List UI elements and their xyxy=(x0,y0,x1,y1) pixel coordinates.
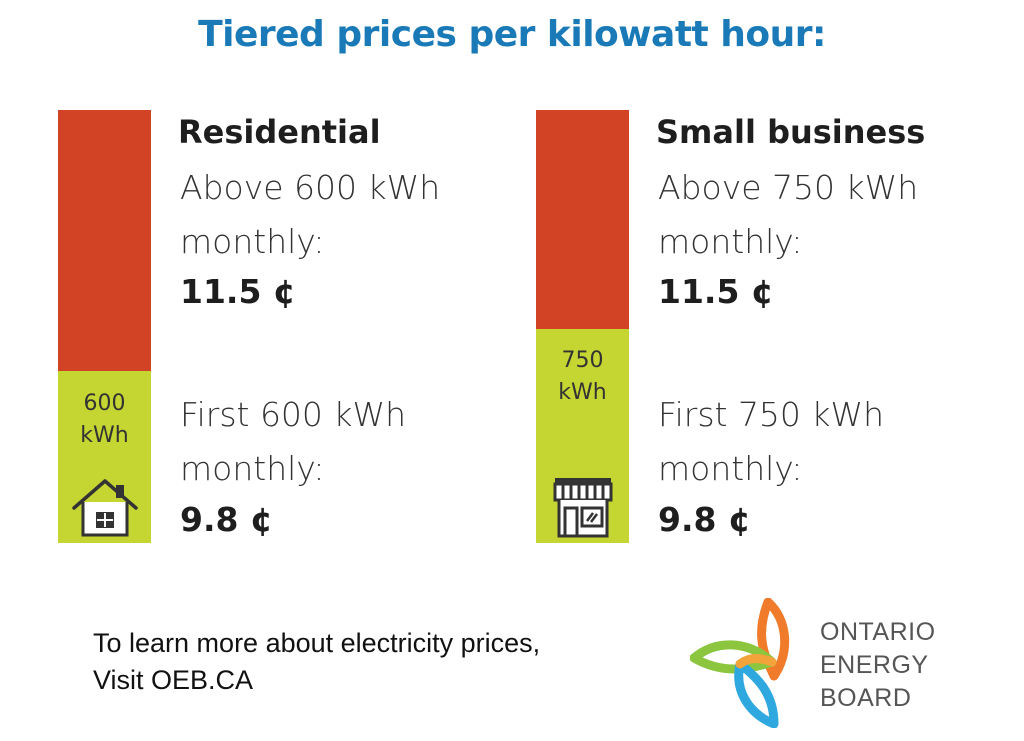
small-business-upper-description: Above 750 kWh monthly: xyxy=(658,161,918,269)
footer-text: To learn more about electricity prices, … xyxy=(93,625,540,699)
residential-upper-description: Above 600 kWh monthly: xyxy=(180,161,440,269)
logo-line2: ENERGY xyxy=(820,651,929,679)
residential-lower-description: First 600 kWh monthly: xyxy=(180,388,406,496)
logo-line1: ONTARIO xyxy=(820,618,936,646)
oeb-logo-text: ONTARIO ENERGY BOARD xyxy=(820,616,936,715)
residential-tier-bar: 600 kWh xyxy=(58,110,151,543)
house-icon xyxy=(72,479,138,537)
logo-line3: BOARD xyxy=(820,684,912,712)
storefront-icon xyxy=(553,478,613,538)
footer-link-oeb[interactable]: Visit OEB.CA xyxy=(93,665,254,695)
residential-upper-price: 11.5 ¢ xyxy=(180,272,296,311)
residential-upper-line2: monthly: xyxy=(180,222,325,261)
small-business-lower-line2: monthly: xyxy=(658,449,803,488)
footer-line1: To learn more about electricity prices, xyxy=(93,628,541,658)
small-business-lower-description: First 750 kWh monthly: xyxy=(658,388,884,496)
residential-heading: Residential xyxy=(178,113,381,151)
small-business-lower-price: 9.8 ¢ xyxy=(658,500,751,539)
residential-lower-line2: monthly: xyxy=(180,449,325,488)
residential-upper-line1: Above 600 kWh xyxy=(180,168,441,207)
oeb-logo-icon xyxy=(690,598,790,728)
residential-threshold-unit: kWh xyxy=(80,423,129,448)
small-business-threshold-value: 750 xyxy=(561,348,604,373)
residential-threshold-label: 600 kWh xyxy=(58,388,151,452)
small-business-upper-tier xyxy=(536,110,629,329)
small-business-lower-line1: First 750 kWh xyxy=(658,395,885,434)
small-business-tier-bar: 750 kWh xyxy=(536,110,629,543)
small-business-upper-line2: monthly: xyxy=(658,222,803,261)
residential-threshold-value: 600 xyxy=(83,391,126,416)
page-title: Tiered prices per kilowatt hour: xyxy=(198,14,826,55)
small-business-upper-line1: Above 750 kWh xyxy=(658,168,919,207)
small-business-threshold-unit: kWh xyxy=(558,380,607,405)
small-business-upper-price: 11.5 ¢ xyxy=(658,272,774,311)
residential-lower-line1: First 600 kWh xyxy=(180,395,407,434)
small-business-threshold-label: 750 kWh xyxy=(536,345,629,409)
residential-upper-tier xyxy=(58,110,151,371)
residential-lower-price: 9.8 ¢ xyxy=(180,500,273,539)
small-business-heading: Small business xyxy=(656,113,926,151)
